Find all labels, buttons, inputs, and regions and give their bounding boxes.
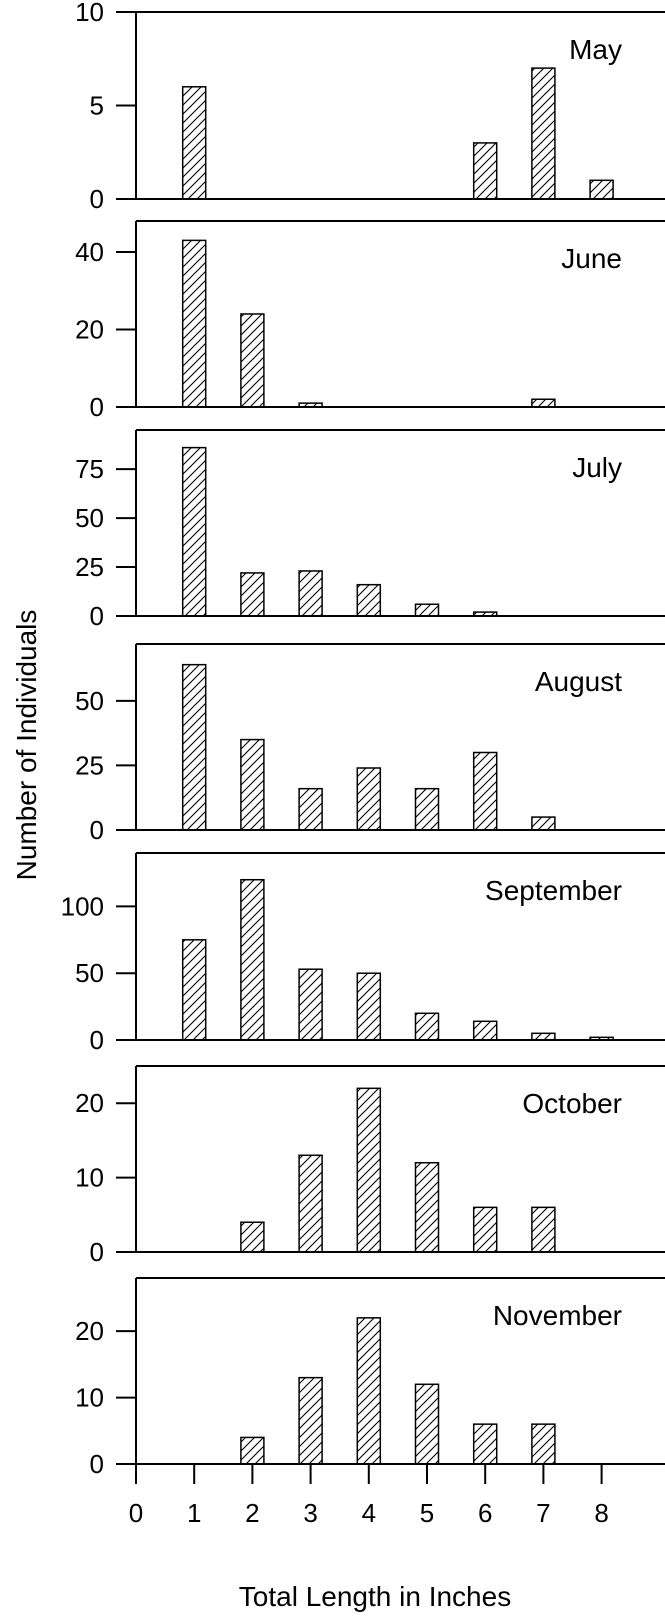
x-tick-label: 7 <box>536 1498 550 1528</box>
x-tick-label: 2 <box>245 1498 259 1528</box>
bar <box>531 1206 556 1253</box>
bar <box>472 142 498 200</box>
panel-label: August <box>535 666 622 697</box>
bar <box>531 67 556 200</box>
y-tick-label: 0 <box>90 392 104 422</box>
y-tick-label: 50 <box>75 958 104 988</box>
x-tick-label: 1 <box>187 1498 201 1528</box>
bar <box>472 611 498 617</box>
panel-label: November <box>493 1300 622 1331</box>
y-tick-label: 50 <box>75 686 104 716</box>
bar <box>356 1317 382 1465</box>
bar <box>531 816 556 831</box>
bar <box>181 939 207 1041</box>
bar <box>472 1206 498 1253</box>
y-tick-label: 75 <box>75 454 104 484</box>
panel-november: 0 10 20 November <box>75 1277 665 1479</box>
bar <box>298 787 323 831</box>
y-tick-label: 100 <box>61 891 104 921</box>
y-tick-label: 20 <box>75 1088 104 1118</box>
panel-september: 0 50 100 September <box>61 852 665 1055</box>
x-tick-label: 3 <box>303 1498 317 1528</box>
y-tick-label: 0 <box>90 815 104 845</box>
x-tick-label: 5 <box>420 1498 434 1528</box>
y-tick-label: 10 <box>75 1383 104 1413</box>
bar <box>356 1087 382 1253</box>
panel-label: May <box>569 34 622 65</box>
x-axis-title: Total Length in Inches <box>239 1581 511 1612</box>
bar <box>298 402 323 408</box>
y-tick-label: 0 <box>90 601 104 631</box>
bar <box>240 572 265 617</box>
panel-august: 0 25 50 August <box>75 643 665 845</box>
bar <box>414 1012 440 1041</box>
bar <box>298 968 323 1041</box>
chart-panels: 0 5 10 May 0 20 40 June 0 25 50 75 July 0 25 50 August 0 5… <box>61 0 665 1479</box>
bar <box>240 878 265 1041</box>
x-tick-label: 0 <box>129 1498 143 1528</box>
panel-june: 0 20 40 June <box>75 220 665 422</box>
y-tick-label: 0 <box>90 1237 104 1267</box>
y-tick-label: 10 <box>75 0 104 27</box>
bar <box>298 1154 323 1253</box>
y-tick-label: 40 <box>75 237 104 267</box>
panel-may: 0 5 10 May <box>75 0 665 214</box>
bar <box>531 398 556 408</box>
panel-label: June <box>561 243 622 274</box>
bar <box>414 1383 440 1465</box>
y-tick-label: 25 <box>75 552 104 582</box>
bar <box>181 86 207 200</box>
y-tick-label: 0 <box>90 184 104 214</box>
x-tick-label: 4 <box>362 1498 376 1528</box>
bar <box>472 1423 498 1465</box>
bar <box>531 1423 556 1465</box>
bar <box>240 313 265 408</box>
bar <box>356 972 382 1041</box>
panel-label: July <box>572 452 622 483</box>
y-tick-label: 5 <box>90 91 104 121</box>
bar <box>472 751 498 831</box>
y-tick-label: 25 <box>75 750 104 780</box>
y-tick-label: 10 <box>75 1163 104 1193</box>
bar <box>240 1221 265 1253</box>
y-tick-label: 0 <box>90 1025 104 1055</box>
bar <box>298 1376 323 1465</box>
panel-label: September <box>485 875 622 906</box>
bar <box>589 1036 614 1041</box>
y-tick-label: 50 <box>75 503 104 533</box>
x-axis: 0 1 2 3 4 5 6 7 8 <box>129 1464 609 1528</box>
y-tick-label: 20 <box>75 1316 104 1346</box>
x-tick-label: 8 <box>594 1498 608 1528</box>
y-tick-label: 20 <box>75 315 104 345</box>
bar <box>240 738 265 831</box>
y-tick-label: 0 <box>90 1449 104 1479</box>
panel-october: 0 10 20 October <box>75 1065 665 1267</box>
bar <box>589 179 614 200</box>
bar <box>414 787 440 831</box>
bar <box>472 1020 498 1041</box>
bar <box>181 446 207 617</box>
bar <box>414 1161 440 1253</box>
bar <box>181 663 207 831</box>
y-axis-title: Number of Individuals <box>11 610 42 881</box>
bar <box>298 570 323 617</box>
bar <box>356 583 382 617</box>
panel-july: 0 25 50 75 July <box>75 429 665 631</box>
bar <box>240 1436 265 1465</box>
panel-label: October <box>522 1088 622 1119</box>
bar <box>181 239 207 408</box>
bar <box>414 603 440 617</box>
bar <box>531 1032 556 1041</box>
bar <box>356 767 382 831</box>
x-tick-label: 6 <box>478 1498 492 1528</box>
